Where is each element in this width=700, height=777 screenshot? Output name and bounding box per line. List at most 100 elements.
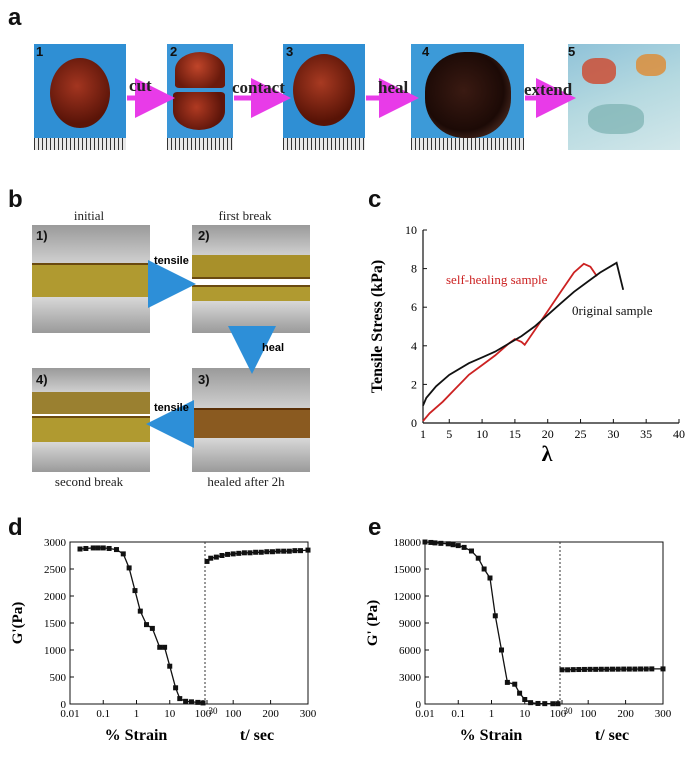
x-axis-label-time: t/ sec <box>240 727 274 744</box>
x-tick-label: 30 <box>209 706 219 716</box>
x-tick-label: 300 <box>300 708 317 720</box>
time-point <box>621 666 627 672</box>
strain-point <box>512 681 518 687</box>
strain-point <box>550 701 556 707</box>
caption-healed: healed after 2h <box>207 474 285 489</box>
step-number-2: 2 <box>170 44 178 59</box>
y-tick-label: 2000 <box>44 591 67 603</box>
strain-point <box>157 644 163 650</box>
strain-point <box>183 698 189 704</box>
strain-sweep-line <box>79 547 204 704</box>
photo-a4 <box>411 44 524 150</box>
time-point <box>281 548 287 554</box>
y-tick-label: 0 <box>411 416 417 430</box>
x-tick-label: 200 <box>262 708 279 720</box>
x-tick-label: 200 <box>617 708 634 720</box>
strain-point <box>167 663 173 669</box>
time-point <box>275 548 281 554</box>
ruler <box>411 138 524 150</box>
strain-point <box>487 575 493 581</box>
y-axis-label: Tensile Stress (kPa) <box>369 260 386 393</box>
step-number-b4: 4) <box>36 372 48 387</box>
gel-disc-joined <box>293 54 355 126</box>
strain-point <box>95 545 101 551</box>
time-point <box>649 666 655 672</box>
x-tick-label: 100 <box>195 708 212 720</box>
caption-first-break: first break <box>218 208 272 223</box>
clamp-top <box>32 368 150 392</box>
time-point <box>269 549 275 555</box>
x-tick-label: 25 <box>575 427 587 441</box>
gel-half-bottom <box>173 92 225 130</box>
y-axis-label: G'(Pa) <box>10 602 26 645</box>
strain-point <box>177 696 183 702</box>
time-point <box>286 548 292 554</box>
x-tick-label: 20 <box>542 427 554 441</box>
step-number-b1: 1) <box>36 228 48 243</box>
y-tick-label: 1500 <box>44 618 67 630</box>
x-tick-label: 10 <box>476 427 488 441</box>
step-number-4: 4 <box>422 44 430 59</box>
time-point <box>219 553 225 558</box>
time-point <box>632 666 638 672</box>
time-point <box>604 666 610 672</box>
x-tick-label: 1 <box>134 708 140 720</box>
time-point <box>236 550 242 556</box>
time-point <box>626 666 632 672</box>
time-point <box>581 666 587 672</box>
caption-second-break: second break <box>54 474 124 489</box>
strain-point <box>542 701 548 707</box>
x-tick-label: 30 <box>607 427 619 441</box>
strain-point <box>499 647 505 653</box>
gel-stretched-middle <box>588 104 644 134</box>
time-point <box>298 548 304 554</box>
strain-point <box>149 625 155 631</box>
x-tick-label: 100 <box>580 708 597 720</box>
strain-point <box>492 613 498 619</box>
x-tick-label: 0.1 <box>451 708 465 720</box>
photo-a1 <box>34 44 126 150</box>
time-point <box>292 548 298 554</box>
time-point <box>208 555 214 561</box>
gel-lower-piece <box>32 416 150 444</box>
strain-point <box>522 697 528 702</box>
step-number-3: 3 <box>286 44 294 59</box>
gel-upper-piece <box>32 392 150 414</box>
time-point <box>610 666 615 672</box>
caption-initial: initial <box>73 208 105 223</box>
y-tick-label: 0 <box>61 699 67 711</box>
ruler <box>283 138 365 150</box>
strain-point <box>535 700 541 706</box>
time-point <box>258 549 264 555</box>
x-tick-label: 300 <box>655 708 672 720</box>
y-tick-label: 500 <box>50 672 67 684</box>
y-tick-label: 9000 <box>399 618 422 630</box>
strain-point <box>504 679 510 685</box>
strain-point <box>468 548 474 554</box>
strain-point <box>455 543 461 549</box>
annotation-self-healing: self-healing sample <box>446 272 548 287</box>
label-heal-b: heal <box>262 342 285 354</box>
x-tick-label: 100 <box>550 708 567 720</box>
panel-label-b: b <box>8 186 23 213</box>
series-line-original <box>422 261 625 406</box>
time-point <box>576 667 582 673</box>
y-tick-label: 4 <box>411 339 417 353</box>
strain-point <box>132 588 138 594</box>
time-point <box>593 666 599 672</box>
ruler <box>167 138 233 150</box>
strain-point <box>173 685 179 691</box>
clamp-bottom <box>32 297 150 333</box>
time-point <box>565 667 571 673</box>
gel-disc <box>50 58 110 128</box>
time-point <box>598 666 604 672</box>
strain-point <box>517 690 523 696</box>
y-axis-label: G' (Pa) <box>365 600 381 646</box>
time-point <box>253 549 259 555</box>
x-tick-label: 30 <box>564 706 574 716</box>
strain-point <box>445 541 451 547</box>
time-point <box>638 666 644 672</box>
strain-sweep-line <box>424 541 558 705</box>
